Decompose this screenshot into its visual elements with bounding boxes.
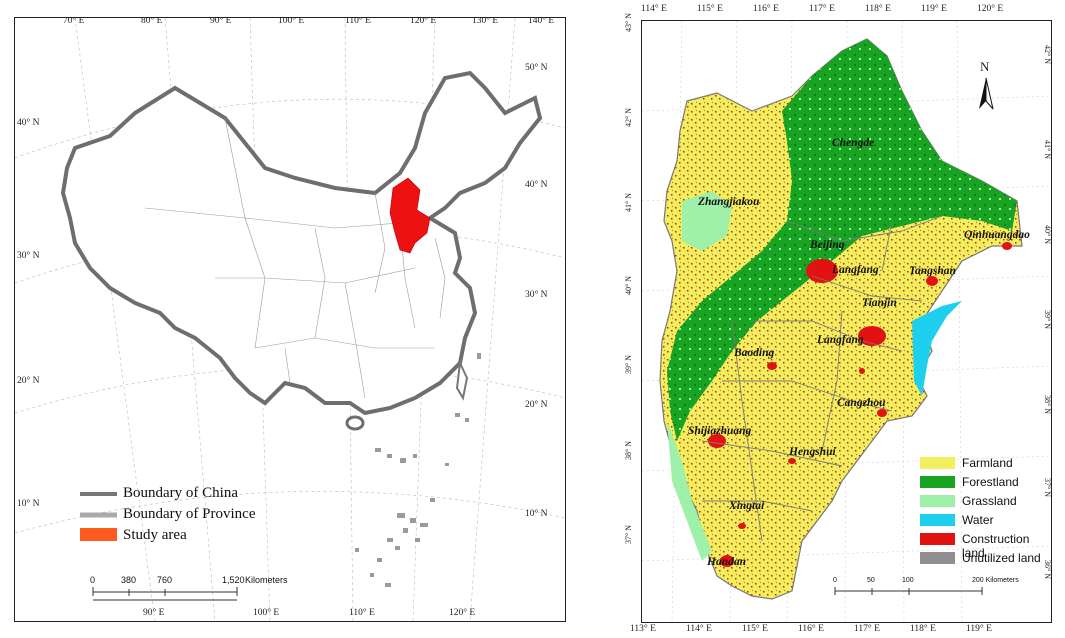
bottom-lon-tick: 114° E	[686, 624, 712, 634]
bottom-lon-tick: 119° E	[966, 624, 992, 634]
top-lon-tick: 114° E	[641, 4, 667, 14]
china-boundary	[60, 70, 543, 416]
left-lat-tick: 42° N	[624, 108, 633, 127]
left-lat-tick: 39° N	[624, 355, 633, 374]
land-use-graphic	[642, 21, 1051, 622]
china-map-graphic	[15, 18, 565, 621]
legend-label-forestland: Forestland	[962, 475, 1019, 489]
top-lon-tick: 117° E	[809, 4, 835, 14]
legend-label-grassland: Grassland	[962, 494, 1017, 508]
left-lat-tick: 10° N	[17, 499, 40, 509]
left-lat-tick: 37° N	[624, 525, 633, 544]
city-label: Baoding	[734, 347, 775, 359]
city-label: Langfang	[817, 334, 864, 346]
right-lat-tick: 10° N	[525, 509, 548, 519]
legend-label-province-boundary: Boundary of Province	[123, 506, 256, 522]
scale-tick: 1,520	[222, 575, 245, 585]
right-lat-tick: 40° N	[525, 180, 548, 190]
right-lat-tick: 39° N	[1043, 310, 1052, 329]
bottom-lon-tick: 117° E	[854, 624, 880, 634]
bottom-lon-tick: 110° E	[349, 608, 375, 618]
scale-tick: 50	[867, 577, 875, 584]
top-lon-tick: 120° E	[977, 4, 1004, 14]
scale-tick: 0	[833, 577, 837, 584]
china-overview-map: 70° E 80° E 90° E 100° E 110° E 120° E 1…	[14, 17, 566, 622]
left-lat-tick: 43° N	[624, 13, 633, 32]
city-label: Qinhuangdao	[964, 229, 1030, 241]
left-lat-tick: 40° N	[17, 118, 40, 128]
legend-label-china-boundary: Boundary of China	[123, 485, 238, 501]
city-label: Cangzhou	[837, 397, 886, 409]
right-lat-tick: 20° N	[525, 400, 548, 410]
top-lon-tick: 110° E	[345, 17, 371, 26]
right-lat-tick: 38° N	[1043, 395, 1052, 414]
top-lon-tick: 120° E	[410, 17, 437, 26]
legend-label-farmland: Farmland	[962, 456, 1013, 470]
scale-tick: 0	[90, 575, 96, 585]
top-lon-tick: 100° E	[278, 17, 305, 26]
bottom-lon-tick: 120° E	[449, 608, 476, 618]
top-lon-tick: 90° E	[210, 17, 232, 26]
city-label: Tianjin	[862, 297, 897, 309]
city-label: Handan	[707, 556, 746, 568]
left-lat-tick: 30° N	[17, 251, 40, 261]
bottom-lon-tick: 115° E	[742, 624, 768, 634]
city-label: Hengshui	[789, 446, 836, 458]
bottom-lon-tick: 116° E	[798, 624, 824, 634]
left-lat-tick: 20° N	[17, 376, 40, 386]
legend-label-water: Water	[962, 513, 994, 527]
legend-label-study-area: Study area	[123, 527, 187, 543]
north-label: N	[980, 59, 990, 74]
top-lon-tick: 115° E	[697, 4, 723, 14]
scale-tick: 380	[121, 575, 137, 585]
right-lat-tick: 50° N	[525, 63, 548, 73]
bottom-lon-tick: 90° E	[143, 608, 165, 618]
top-lon-tick: 140° E	[528, 17, 555, 26]
right-lat-tick: 36° N	[1043, 560, 1052, 579]
city-label: Beijing	[810, 239, 845, 251]
land-use-map: N Chengde Zhangjiakou Qinhuangdao Beijin…	[641, 20, 1052, 623]
city-label: Zhangjiakou	[698, 196, 760, 208]
legend-label-construction: Construction land	[962, 532, 1030, 560]
scale-unit: Kilometers	[245, 575, 288, 585]
north-arrow-icon	[979, 77, 994, 110]
bottom-lon-tick: 113° E	[630, 624, 656, 634]
right-lat-tick: 30° N	[525, 290, 548, 300]
bottom-lon-tick: 118° E	[910, 624, 936, 634]
city-label: Langfang	[832, 264, 879, 276]
scale-tick: 760	[157, 575, 173, 585]
top-lon-tick: 119° E	[921, 4, 947, 14]
top-lon-tick: 130° E	[472, 17, 499, 26]
top-lon-tick: 118° E	[865, 4, 891, 14]
right-lat-tick: 41° N	[1043, 140, 1052, 159]
bottom-lon-tick: 100° E	[253, 608, 280, 618]
legend-label-unutilized: Unutilized land	[962, 551, 1041, 565]
city-label: Chengde	[832, 137, 875, 149]
left-lat-tick: 38° N	[624, 441, 633, 460]
right-lat-tick: 37° N	[1043, 478, 1052, 497]
left-lat-tick: 40° N	[624, 276, 633, 295]
scale-tick: 100	[902, 577, 914, 584]
scale-tick: 200 Kilometers	[972, 577, 1019, 584]
left-lat-tick: 41° N	[624, 193, 633, 212]
top-lon-tick: 116° E	[753, 4, 779, 14]
city-label: Xingtai	[729, 500, 765, 512]
right-lat-tick: 42° N	[1043, 45, 1052, 64]
study-area-shape	[389, 177, 431, 254]
right-lat-tick: 40° N	[1043, 225, 1052, 244]
city-label: Shijiazhuang	[688, 425, 752, 437]
top-lon-tick: 80° E	[141, 17, 163, 26]
city-label: Tangshan	[909, 265, 956, 277]
top-lon-tick: 70° E	[63, 17, 85, 26]
